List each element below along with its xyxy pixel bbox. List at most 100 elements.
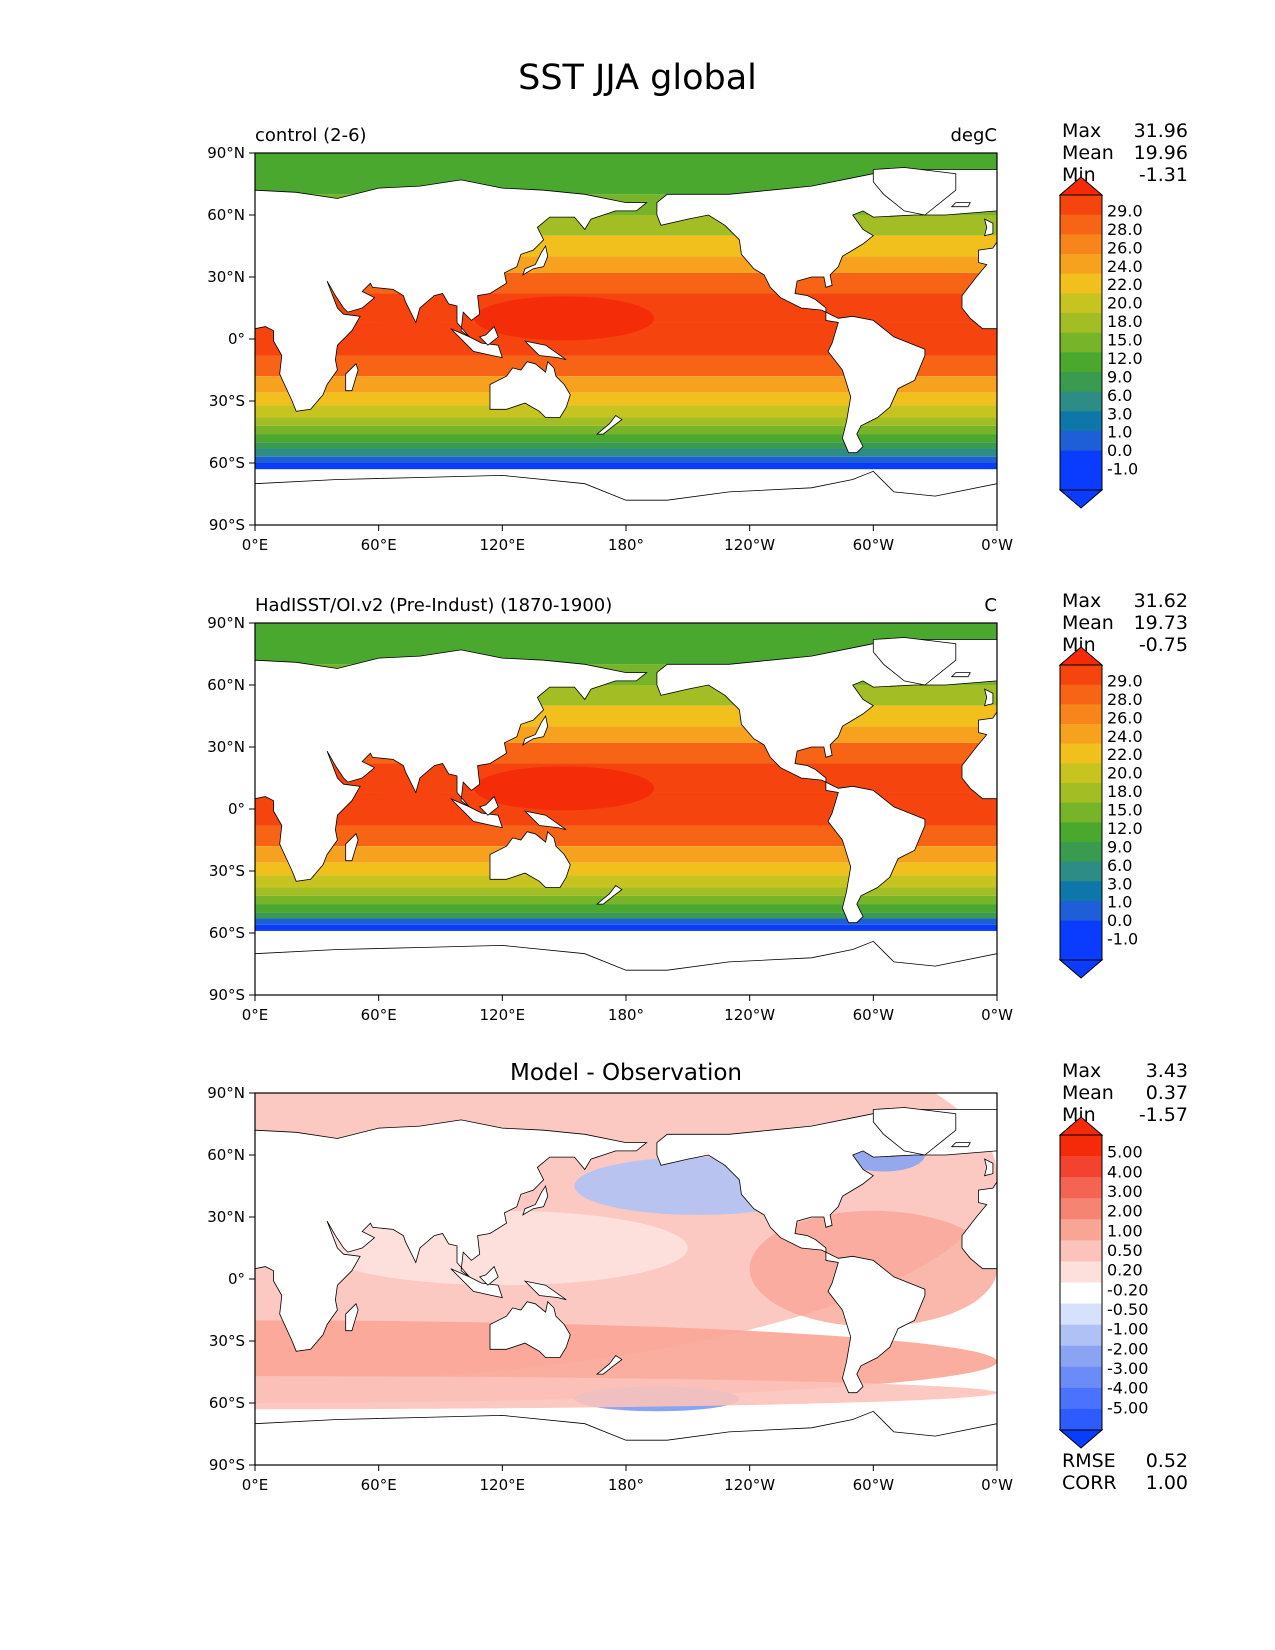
colorbar-label: -3.00 xyxy=(1107,1359,1148,1378)
colorbar-cell xyxy=(1060,901,1102,922)
colorbar-label: 0.0 xyxy=(1107,441,1132,460)
landmass-new-zealand xyxy=(596,414,623,435)
indian-warm xyxy=(349,320,470,345)
colorbar-cell xyxy=(1060,391,1102,412)
sst-band xyxy=(255,846,997,863)
lon-tick-label: 0°W xyxy=(981,1006,1013,1024)
landmass-north-america xyxy=(656,169,997,454)
colorbar-cell xyxy=(1060,920,1102,941)
colorbar-cell xyxy=(1060,470,1102,491)
lon-tick-label: 120°W xyxy=(724,1006,775,1024)
landmass-greenland xyxy=(872,167,957,216)
stat-max: 31.62 xyxy=(1133,590,1188,612)
colorbar-cell xyxy=(1060,1324,1102,1347)
stat-mean-label: Mean xyxy=(1062,612,1114,634)
stats-box: Max 31.96 Mean 19.96 Min -1.31 xyxy=(1062,120,1188,186)
colorbar-label: 2.00 xyxy=(1107,1202,1143,1221)
land-layer xyxy=(255,637,997,995)
colorbar-outline xyxy=(1059,664,1103,961)
colorbar-extend-min xyxy=(1058,959,1104,979)
stat-max-label: Max xyxy=(1062,120,1102,142)
sst-band xyxy=(255,825,997,847)
sst-band xyxy=(255,862,997,876)
colorbar-label: 5.00 xyxy=(1107,1143,1143,1162)
lat-tick-label: 60°N xyxy=(207,1146,245,1164)
sst-band xyxy=(255,904,997,913)
stat-mean-label: Mean xyxy=(1062,1082,1114,1104)
landmass-madagascar xyxy=(345,363,359,392)
lon-tick-label: 60°E xyxy=(361,1476,397,1494)
landmass-new-guinea xyxy=(523,340,567,361)
panel-difference: Model - Observation Max 3.43 Mean 0.37 Min… xyxy=(0,1060,1275,1530)
landmass-uk xyxy=(983,688,994,707)
colorbar-label: 6.0 xyxy=(1107,856,1132,875)
colorbar-cell xyxy=(1060,783,1102,804)
landmass-borneo xyxy=(478,795,499,816)
landmass-new-zealand xyxy=(596,1354,623,1375)
colorbar-label: 29.0 xyxy=(1107,201,1143,220)
map-svg: 90°N 60°N 30°N 0° 30°S 60°S 90°S 0°E 60°E 120°E 18… xyxy=(207,614,1143,1024)
stat-min: -1.31 xyxy=(1138,164,1188,186)
colorbar-label: 3.0 xyxy=(1107,404,1132,423)
lon-tick-label: 120°E xyxy=(480,1006,526,1024)
lat-tick-label: 30°N xyxy=(207,268,245,286)
stat-min-label: Min xyxy=(1062,1104,1096,1126)
landmass-australia xyxy=(489,830,571,888)
colorbar-label: 15.0 xyxy=(1107,801,1143,820)
colorbar-label: 12.0 xyxy=(1107,819,1143,838)
lat-tick-label: 90°S xyxy=(209,986,245,1004)
colorbar-cell xyxy=(1060,861,1102,882)
colorbar-label: 6.0 xyxy=(1107,386,1132,405)
page-title: SST JJA global xyxy=(518,58,757,98)
colorbar-cell xyxy=(1060,214,1102,235)
landmass-iceland xyxy=(950,672,971,678)
lon-tick-label: 60°E xyxy=(361,536,397,554)
landmass-africa-west xyxy=(961,711,997,800)
colorbar-label: 29.0 xyxy=(1107,671,1143,690)
landmass-indonesia xyxy=(450,798,503,829)
lon-tick-label: 120°W xyxy=(724,536,775,554)
colorbar-cell xyxy=(1060,822,1102,843)
colorbar-label: 12.0 xyxy=(1107,349,1143,368)
colorbar-extend-max xyxy=(1058,1116,1104,1136)
landmass-africa-west xyxy=(961,241,997,330)
colorbar-cell xyxy=(1060,1177,1102,1199)
stats-box-rmse: RMSE 0.52 CORR 1.00 xyxy=(1062,1450,1188,1494)
colorbar-label: -4.00 xyxy=(1107,1379,1148,1398)
colorbar-cell xyxy=(1060,332,1102,353)
stat-min-label: Min xyxy=(1062,634,1096,656)
colorbar-cell xyxy=(1060,1135,1102,1157)
colorbar-label: 1.00 xyxy=(1107,1221,1143,1240)
landmass-antarctica xyxy=(255,470,997,525)
landmass-madagascar xyxy=(345,833,359,862)
stat-mean: 0.37 xyxy=(1145,1082,1188,1104)
colorbar-label: 9.0 xyxy=(1107,837,1132,856)
colorbar-label: -2.00 xyxy=(1107,1339,1148,1358)
map-svg: 90°N 60°N 30°N 0° 30°S 60°S 90°S 0°E 60°E 120°E 18… xyxy=(207,144,1143,554)
sst-band xyxy=(255,425,997,435)
lat-tick-label: 30°S xyxy=(209,392,245,410)
lon-tick-label: 180° xyxy=(608,1476,644,1494)
colorbar-extend-min xyxy=(1058,489,1104,509)
lat-tick-label: 90°S xyxy=(209,516,245,534)
lat-tick-label: 30°S xyxy=(209,862,245,880)
colorbar-cell xyxy=(1060,1345,1102,1368)
colorbar: 29.028.026.024.022.020.018.015.012.09.06… xyxy=(1058,646,1143,979)
colorbar-label: 4.00 xyxy=(1107,1162,1143,1181)
panel-left-title: control (2-6) xyxy=(255,125,367,146)
lat-tick-label: 0° xyxy=(228,1270,245,1288)
stat-rmse-label: RMSE xyxy=(1062,1450,1116,1472)
colorbar-outline xyxy=(1059,1134,1103,1431)
colorbar-label: 3.0 xyxy=(1107,874,1132,893)
colorbar-label: 28.0 xyxy=(1107,690,1143,709)
landmass-north-america xyxy=(656,1109,997,1394)
colorbar-cell xyxy=(1060,881,1102,902)
colorbar-cell xyxy=(1060,254,1102,275)
colorbar-label: 1.0 xyxy=(1107,423,1132,442)
lat-tick-label: 90°N xyxy=(207,1084,245,1102)
landmass-borneo xyxy=(478,1265,499,1286)
lon-tick-label: 60°W xyxy=(853,536,895,554)
colorbar-cell xyxy=(1060,940,1102,961)
colorbar-label: 0.0 xyxy=(1107,911,1132,930)
colorbar-label: -0.20 xyxy=(1107,1280,1148,1299)
